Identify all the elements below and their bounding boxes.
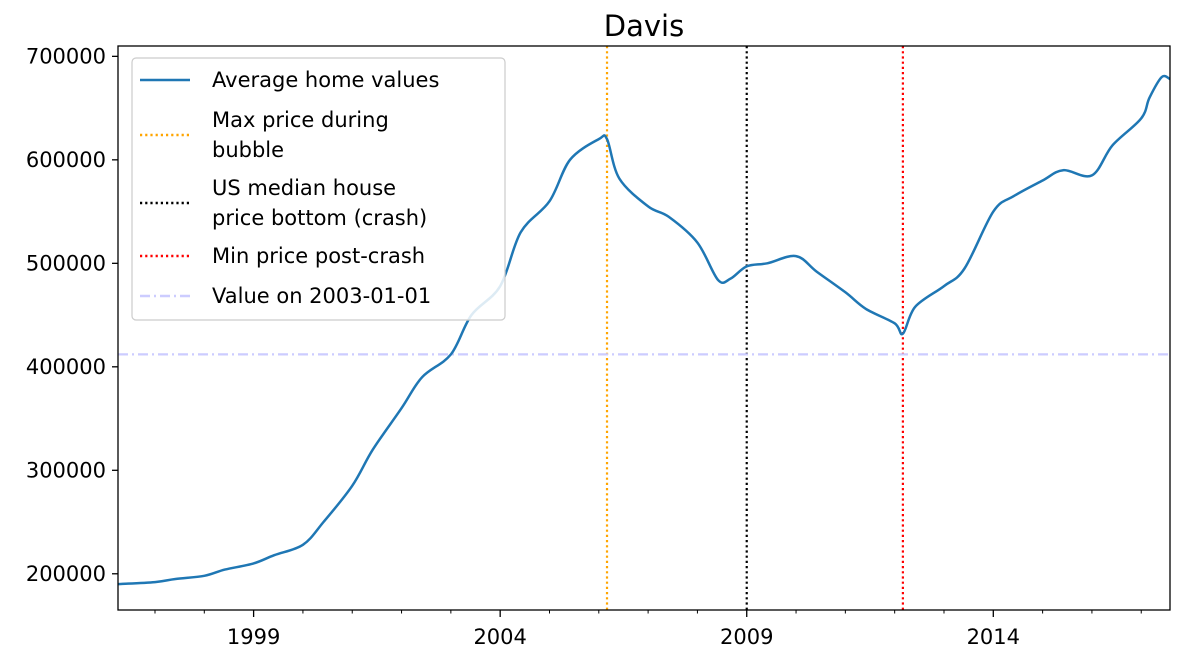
y-tick-label: 500000 (26, 251, 106, 275)
y-tick-label: 400000 (26, 355, 106, 379)
x-tick-label: 2014 (967, 625, 1020, 649)
legend-label: Value on 2003-01-01 (212, 284, 431, 308)
x-tick-label: 2009 (720, 625, 773, 649)
x-tick-label: 1999 (227, 625, 280, 649)
plot-content (118, 46, 1170, 610)
plot-area (118, 46, 1170, 610)
y-tick-label: 700000 (26, 44, 106, 68)
legend-label: price bottom (crash) (212, 206, 427, 230)
series-line-1 (118, 74, 1170, 586)
legend-label: US median house (212, 176, 396, 200)
legend-label: Average home values (212, 68, 439, 92)
plot-frame (117, 45, 1171, 611)
legend-label: Max price during (212, 108, 389, 132)
y-tick-label: 600000 (26, 148, 106, 172)
y-tick-label: 300000 (26, 458, 106, 482)
y-tick-label: 200000 (26, 562, 106, 586)
legend-box (131, 57, 506, 321)
axes: 200000 300000 400000 500000 600000 700000 1999… (26, 44, 1171, 649)
chart-title: Davis (604, 9, 684, 43)
legend-label: bubble (212, 138, 284, 162)
legend: Average home values Max price during bubbl… (131, 57, 506, 321)
legend-label: Min price post-crash (212, 244, 425, 268)
x-tick-label: 2004 (473, 625, 526, 649)
